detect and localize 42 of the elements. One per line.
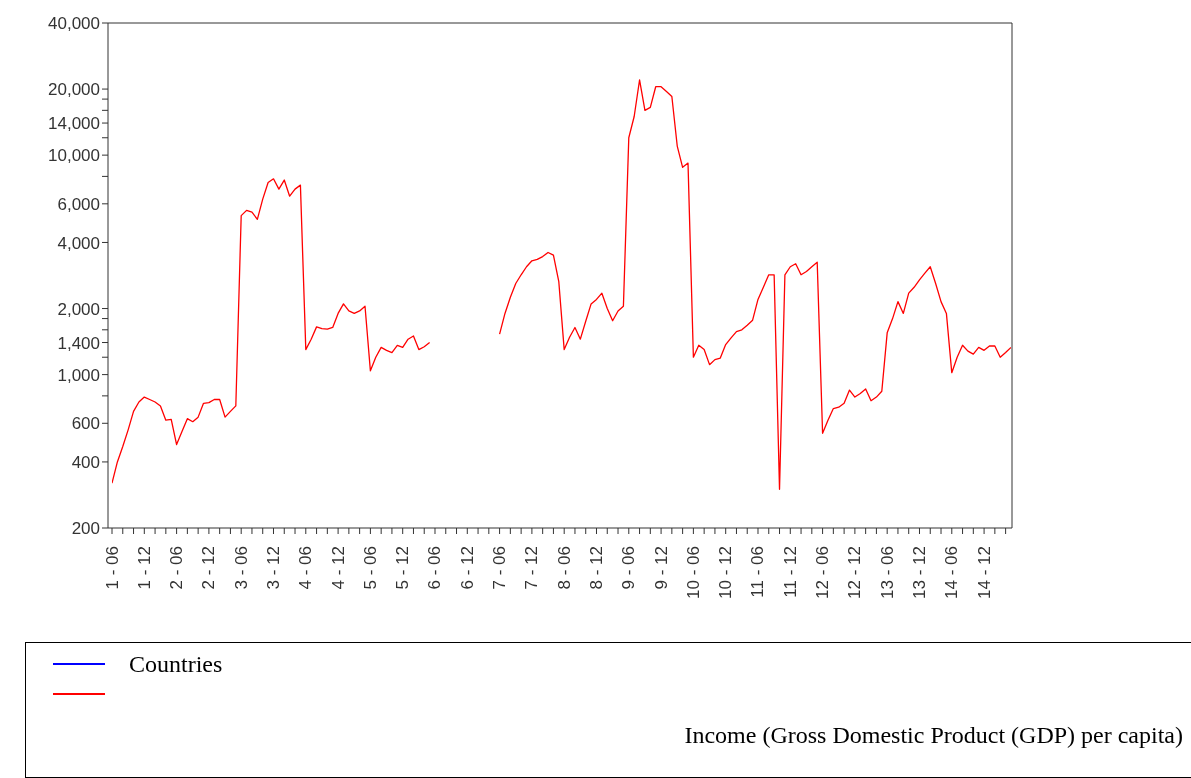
x-tick-label: 8 - 06: [554, 546, 574, 590]
y-tick-label: 6,000: [57, 194, 100, 214]
x-tick-label: 9 - 12: [651, 546, 671, 590]
y-tick-label: 14,000: [48, 114, 100, 134]
y-tick-label: 40,000: [48, 14, 100, 34]
x-tick-label: 13 - 06: [877, 546, 897, 599]
y-tick-label: 200: [71, 519, 100, 539]
x-tick-label: 12 - 06: [813, 546, 833, 599]
y-tick-label: 20,000: [48, 80, 100, 100]
x-tick-label: 9 - 06: [619, 546, 639, 590]
x-tick-label: 4 - 12: [328, 546, 348, 590]
y-tick-label: 1,400: [57, 333, 100, 353]
x-tick-label: 1 - 12: [134, 546, 154, 590]
x-tick-label: 12 - 12: [845, 546, 865, 599]
x-tick-label: 5 - 06: [360, 546, 380, 590]
x-tick-label: 10 - 12: [716, 546, 736, 599]
x-tick-label: 7 - 06: [490, 546, 510, 590]
x-tick-label: 7 - 12: [522, 546, 542, 590]
y-tick-label: 600: [71, 414, 100, 434]
x-tick-label: 14 - 06: [942, 546, 962, 599]
y-tick-label: 1,000: [57, 365, 100, 385]
x-tick-label: 2 - 12: [199, 546, 219, 590]
x-tick-label: 3 - 12: [264, 546, 283, 590]
x-tick-label: 6 - 12: [457, 546, 477, 590]
x-tick-label: 3 - 06: [231, 546, 251, 590]
x-tick-label: 6 - 06: [425, 546, 445, 590]
legend-label: Countries: [129, 650, 223, 678]
x-tick-label: 1 - 06: [102, 546, 122, 590]
x-tick-label: 4 - 06: [296, 546, 316, 590]
x-tick-label: 8 - 12: [586, 546, 606, 590]
x-tick-label: 10 - 06: [683, 546, 703, 599]
x-tick-label: 2 - 06: [167, 546, 187, 590]
y-tick-label: 400: [71, 452, 100, 472]
x-tick-label: 13 - 12: [909, 546, 929, 599]
x-tick-label: 11 - 06: [748, 546, 768, 598]
y-tick-label: 4,000: [57, 233, 100, 253]
text: Income (Gross Domestic Product (GDP) per capita): [684, 722, 1183, 749]
y-tick-label: 10,000: [48, 146, 100, 166]
x-tick-label: 14 - 12: [974, 546, 994, 599]
x-tick-label: 11 - 12: [780, 546, 800, 598]
x-tick-label: 5 - 12: [393, 546, 413, 590]
y-tick-label: 2,000: [57, 299, 100, 319]
